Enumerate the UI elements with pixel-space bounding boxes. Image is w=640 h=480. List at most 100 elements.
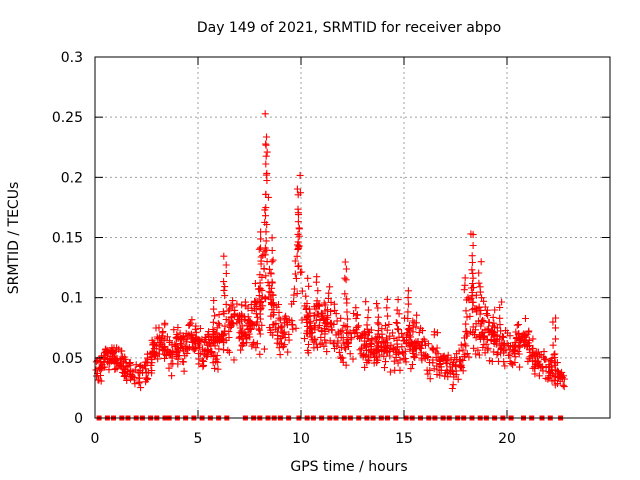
data-point — [230, 356, 238, 364]
data-point — [282, 312, 290, 320]
data-point — [162, 350, 170, 358]
x-tick-label: 20 — [498, 431, 516, 447]
data-points — [92, 110, 568, 421]
data-point — [238, 327, 246, 335]
data-point — [169, 360, 177, 368]
data-point — [372, 334, 380, 342]
data-point — [496, 304, 504, 311]
data-point — [514, 348, 522, 355]
data-point — [110, 357, 118, 365]
data-point — [326, 337, 334, 345]
x-tick-label: 5 — [194, 431, 203, 447]
data-point — [256, 330, 264, 338]
data-point — [256, 326, 263, 334]
data-point — [405, 336, 413, 344]
y-tick-label: 0.05 — [52, 351, 83, 367]
data-point — [183, 338, 191, 346]
data-point — [409, 328, 417, 336]
data-point — [391, 366, 399, 374]
data-point — [172, 341, 180, 349]
data-point — [256, 279, 264, 287]
data-point — [220, 286, 228, 294]
data-point — [515, 321, 522, 328]
data-point — [321, 301, 329, 309]
data-point — [359, 330, 367, 338]
data-point — [484, 346, 492, 354]
data-point — [343, 295, 351, 303]
data-point — [241, 298, 249, 306]
data-point — [256, 271, 264, 279]
data-point — [399, 350, 407, 358]
data-point — [213, 324, 221, 332]
data-point — [262, 141, 270, 149]
data-point — [310, 322, 318, 330]
data-point — [387, 341, 395, 349]
data-point — [338, 354, 346, 362]
data-point — [352, 304, 360, 312]
data-point — [152, 324, 160, 332]
data-point — [474, 346, 482, 354]
data-point — [330, 320, 338, 328]
y-tick-label: 0.15 — [52, 231, 83, 247]
data-point — [314, 324, 322, 332]
data-point — [293, 290, 301, 298]
data-point — [168, 372, 176, 380]
axes — [94, 56, 611, 419]
data-point — [262, 190, 270, 198]
data-point — [159, 347, 167, 355]
data-point — [290, 291, 298, 299]
data-point — [276, 316, 284, 324]
data-point — [310, 311, 318, 319]
data-point — [398, 343, 406, 351]
data-point — [365, 328, 372, 336]
data-point — [468, 292, 476, 300]
data-point — [288, 320, 296, 328]
data-point — [501, 362, 509, 370]
data-point — [516, 363, 524, 371]
data-point — [552, 314, 560, 322]
data-point — [549, 318, 557, 326]
data-point — [344, 329, 352, 337]
data-point — [398, 329, 406, 337]
data-point — [263, 133, 270, 141]
data-point — [293, 252, 301, 260]
data-point — [353, 311, 361, 319]
data-point — [476, 288, 484, 296]
data-point — [383, 304, 391, 312]
data-point — [444, 373, 452, 381]
data-point — [209, 318, 217, 326]
data-point — [401, 336, 408, 344]
data-point — [222, 261, 230, 269]
data-point — [359, 352, 367, 360]
data-point — [187, 330, 195, 338]
data-point — [394, 296, 402, 304]
data-point — [222, 316, 230, 323]
data-point — [529, 364, 537, 372]
data-point — [383, 348, 391, 356]
data-point — [535, 372, 543, 380]
data-point — [222, 300, 230, 308]
data-point — [459, 367, 467, 375]
data-point — [298, 316, 306, 324]
data-point — [374, 319, 382, 327]
data-point — [294, 238, 302, 246]
data-point — [420, 351, 428, 359]
data-point — [134, 368, 142, 376]
data-point — [520, 330, 528, 338]
data-point — [461, 274, 469, 282]
data-point — [307, 329, 315, 337]
data-point — [302, 292, 310, 300]
data-point — [352, 314, 360, 322]
data-point — [268, 258, 276, 266]
data-point — [245, 317, 253, 325]
data-point — [238, 341, 246, 349]
data-point — [275, 308, 283, 316]
data-point — [463, 350, 471, 358]
data-point — [262, 272, 270, 280]
data-point — [295, 232, 303, 240]
data-point — [378, 338, 386, 346]
data-point — [92, 358, 100, 366]
tick-labels: 0 0.05 0.1 0.15 0.2 0.25 0.3 0 5 10 15 20 — [52, 50, 516, 447]
data-point — [331, 345, 338, 352]
